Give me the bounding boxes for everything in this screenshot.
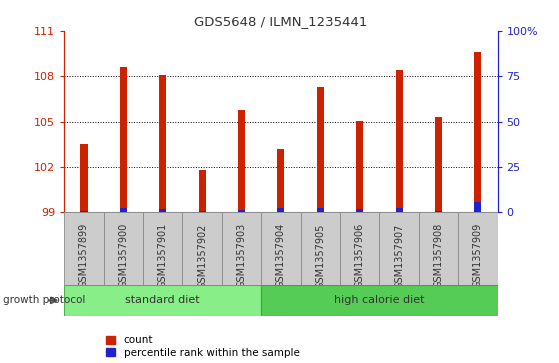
Bar <box>238 110 245 212</box>
Bar <box>198 170 206 212</box>
Bar <box>277 149 285 212</box>
Bar <box>143 212 182 285</box>
Bar <box>380 212 419 285</box>
Text: GSM1357901: GSM1357901 <box>158 223 168 289</box>
Text: high calorie diet: high calorie diet <box>334 295 425 305</box>
Text: GSM1357899: GSM1357899 <box>79 223 89 289</box>
Bar <box>182 212 222 285</box>
Text: GSM1357904: GSM1357904 <box>276 223 286 289</box>
Text: GSM1357900: GSM1357900 <box>119 223 129 289</box>
Bar <box>396 208 402 212</box>
Bar <box>261 212 301 285</box>
Bar <box>64 285 261 316</box>
Bar <box>120 208 127 212</box>
Bar <box>159 209 166 212</box>
Bar <box>80 144 88 212</box>
Text: GSM1357908: GSM1357908 <box>433 223 443 289</box>
Bar <box>159 76 166 212</box>
Bar <box>419 212 458 285</box>
Bar <box>435 117 442 212</box>
Text: GSM1357907: GSM1357907 <box>394 223 404 289</box>
Legend: count, percentile rank within the sample: count, percentile rank within the sample <box>106 335 300 358</box>
Bar <box>103 212 143 285</box>
Text: GSM1357906: GSM1357906 <box>354 223 364 289</box>
Bar <box>317 87 324 212</box>
Text: GSM1357903: GSM1357903 <box>236 223 247 289</box>
Bar <box>340 212 380 285</box>
Bar <box>356 121 363 212</box>
Bar <box>198 211 206 212</box>
Bar <box>277 208 285 212</box>
Bar <box>356 209 363 212</box>
Bar <box>396 70 402 212</box>
Bar <box>474 52 481 212</box>
Bar <box>64 212 103 285</box>
Bar <box>435 211 442 212</box>
Bar <box>458 212 498 285</box>
Bar <box>474 203 481 212</box>
Bar <box>301 212 340 285</box>
Bar <box>238 209 245 212</box>
Bar <box>80 211 88 212</box>
Title: GDS5648 / ILMN_1235441: GDS5648 / ILMN_1235441 <box>194 15 368 28</box>
Text: growth protocol: growth protocol <box>3 295 85 305</box>
Bar <box>222 212 261 285</box>
Text: standard diet: standard diet <box>125 295 200 305</box>
Text: GSM1357902: GSM1357902 <box>197 223 207 289</box>
Bar <box>261 285 498 316</box>
Bar <box>317 208 324 212</box>
Text: GSM1357909: GSM1357909 <box>473 223 483 289</box>
Text: GSM1357905: GSM1357905 <box>315 223 325 289</box>
Bar <box>120 67 127 212</box>
